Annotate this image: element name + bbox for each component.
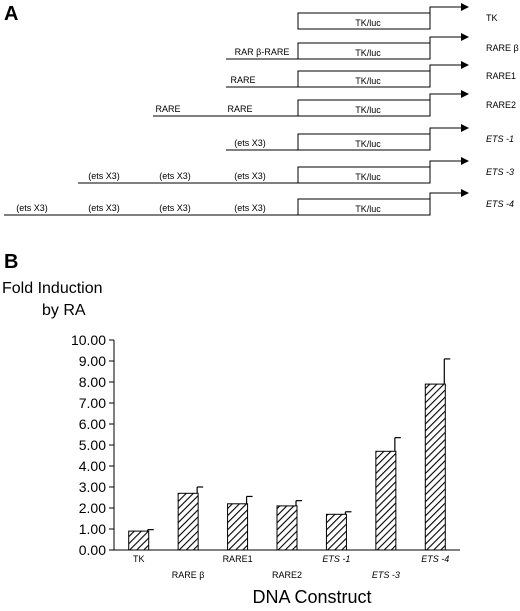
- regulatory-element: (ets X3): [234, 171, 266, 181]
- transcription-arrow: [429, 90, 469, 116]
- y-axis-ticks: 0.00 1.00 2.00 3.00 4.00 5.00 6.00 7.00 8.00 9.00…: [71, 332, 114, 558]
- construct-row: TK/luc RARE1 RARE: [226, 61, 516, 88]
- panel-a-constructs: TK/luc TK TK/luc RARE β RAR β-RARE TK/luc RARE…: [4, 3, 519, 216]
- transcription-arrow: [429, 3, 469, 29]
- regulatory-element: RARE: [227, 104, 252, 114]
- tkluc-label: TK/luc: [355, 105, 381, 115]
- construct-row: TK/luc ETS -1 (ets X3): [226, 124, 514, 151]
- regulatory-element: (ets X3): [88, 203, 120, 213]
- construct-name: RARE1: [486, 71, 516, 81]
- panel-b-letter: B: [4, 251, 18, 273]
- tkluc-label: TK/luc: [355, 172, 381, 182]
- construct-row: TK/luc RARE β RAR β-RARE: [226, 33, 519, 60]
- y-tick-label: 10.00: [71, 332, 106, 348]
- construct-row: TK/luc ETS -3 (ets X3) (ets X3) (ets X3): [78, 157, 514, 184]
- x-tick-label: ETS -1: [322, 554, 350, 564]
- transcription-arrow: [429, 157, 469, 183]
- regulatory-element: (ets X3): [159, 203, 191, 213]
- bars: [128, 358, 451, 551]
- tkluc-label: TK/luc: [355, 139, 381, 149]
- regulatory-element: (ets X3): [88, 171, 120, 181]
- y-tick-label: 1.00: [79, 521, 106, 537]
- construct-name: RARE2: [486, 100, 516, 110]
- tkluc-label: TK/luc: [355, 18, 381, 28]
- bar: [375, 450, 397, 551]
- x-tick-label: ETS -4: [421, 554, 449, 564]
- y-tick-label: 4.00: [79, 458, 106, 474]
- tkluc-label: TK/luc: [355, 204, 381, 214]
- y-axis-label-line2: by RA: [42, 302, 86, 319]
- transcription-arrow: [429, 189, 469, 215]
- bar: [276, 505, 298, 551]
- y-axis-label-line1: Fold Induction: [2, 280, 103, 297]
- bar: [128, 530, 150, 551]
- y-tick-label: 8.00: [79, 374, 106, 390]
- regulatory-element: RARE: [155, 104, 180, 114]
- x-tick-label: RARE1: [223, 554, 253, 564]
- x-tick-label: RARE2: [272, 570, 302, 580]
- regulatory-element: (ets X3): [16, 203, 48, 213]
- x-tick-label: ETS -3: [372, 570, 400, 580]
- y-tick-label: 3.00: [79, 479, 106, 495]
- regulatory-element: (ets X3): [159, 171, 191, 181]
- transcription-arrow: [429, 61, 469, 87]
- y-tick-label: 6.00: [79, 416, 106, 432]
- construct-name: ETS -1: [486, 134, 514, 144]
- x-axis-tick-labels: TK RARE β RARE1 RARE2 ETS -1 ETS -3 ETS -4: [133, 554, 449, 580]
- tkluc-label: TK/luc: [355, 76, 381, 86]
- x-tick-label: TK: [133, 554, 145, 564]
- panel-a-letter: A: [4, 3, 18, 25]
- construct-name: ETS -4: [486, 199, 514, 209]
- regulatory-element: (ets X3): [234, 203, 266, 213]
- x-tick-label: RARE β: [172, 570, 205, 580]
- bar: [227, 503, 249, 551]
- transcription-arrow: [429, 124, 469, 150]
- y-tick-label: 7.00: [79, 395, 106, 411]
- x-axis-label: DNA Construct: [252, 587, 371, 607]
- construct-name: RARE β: [486, 43, 519, 53]
- construct-name: TK: [486, 13, 498, 23]
- y-tick-label: 5.00: [79, 437, 106, 453]
- bar: [177, 492, 199, 551]
- regulatory-element: RAR β-RARE: [235, 47, 290, 57]
- regulatory-element: RARE: [230, 75, 255, 85]
- tkluc-label: TK/luc: [355, 48, 381, 58]
- y-tick-label: 0.00: [79, 542, 106, 558]
- bar: [424, 383, 446, 551]
- bar-chart: 0.00 1.00 2.00 3.00 4.00 5.00 6.00 7.00 8.00 9.00…: [71, 332, 460, 580]
- construct-row: TK/luc TK: [297, 3, 498, 30]
- y-tick-label: 9.00: [79, 353, 106, 369]
- construct-row: TK/luc ETS -4 (ets X3) (ets X3) (ets X3) (ets…: [4, 189, 514, 216]
- construct-name: ETS -3: [486, 167, 514, 177]
- y-tick-label: 2.00: [79, 500, 106, 516]
- construct-row: TK/luc RARE2 RARE RARE: [153, 90, 516, 117]
- bar: [325, 513, 347, 551]
- transcription-arrow: [429, 33, 469, 59]
- regulatory-element: (ets X3): [234, 138, 266, 148]
